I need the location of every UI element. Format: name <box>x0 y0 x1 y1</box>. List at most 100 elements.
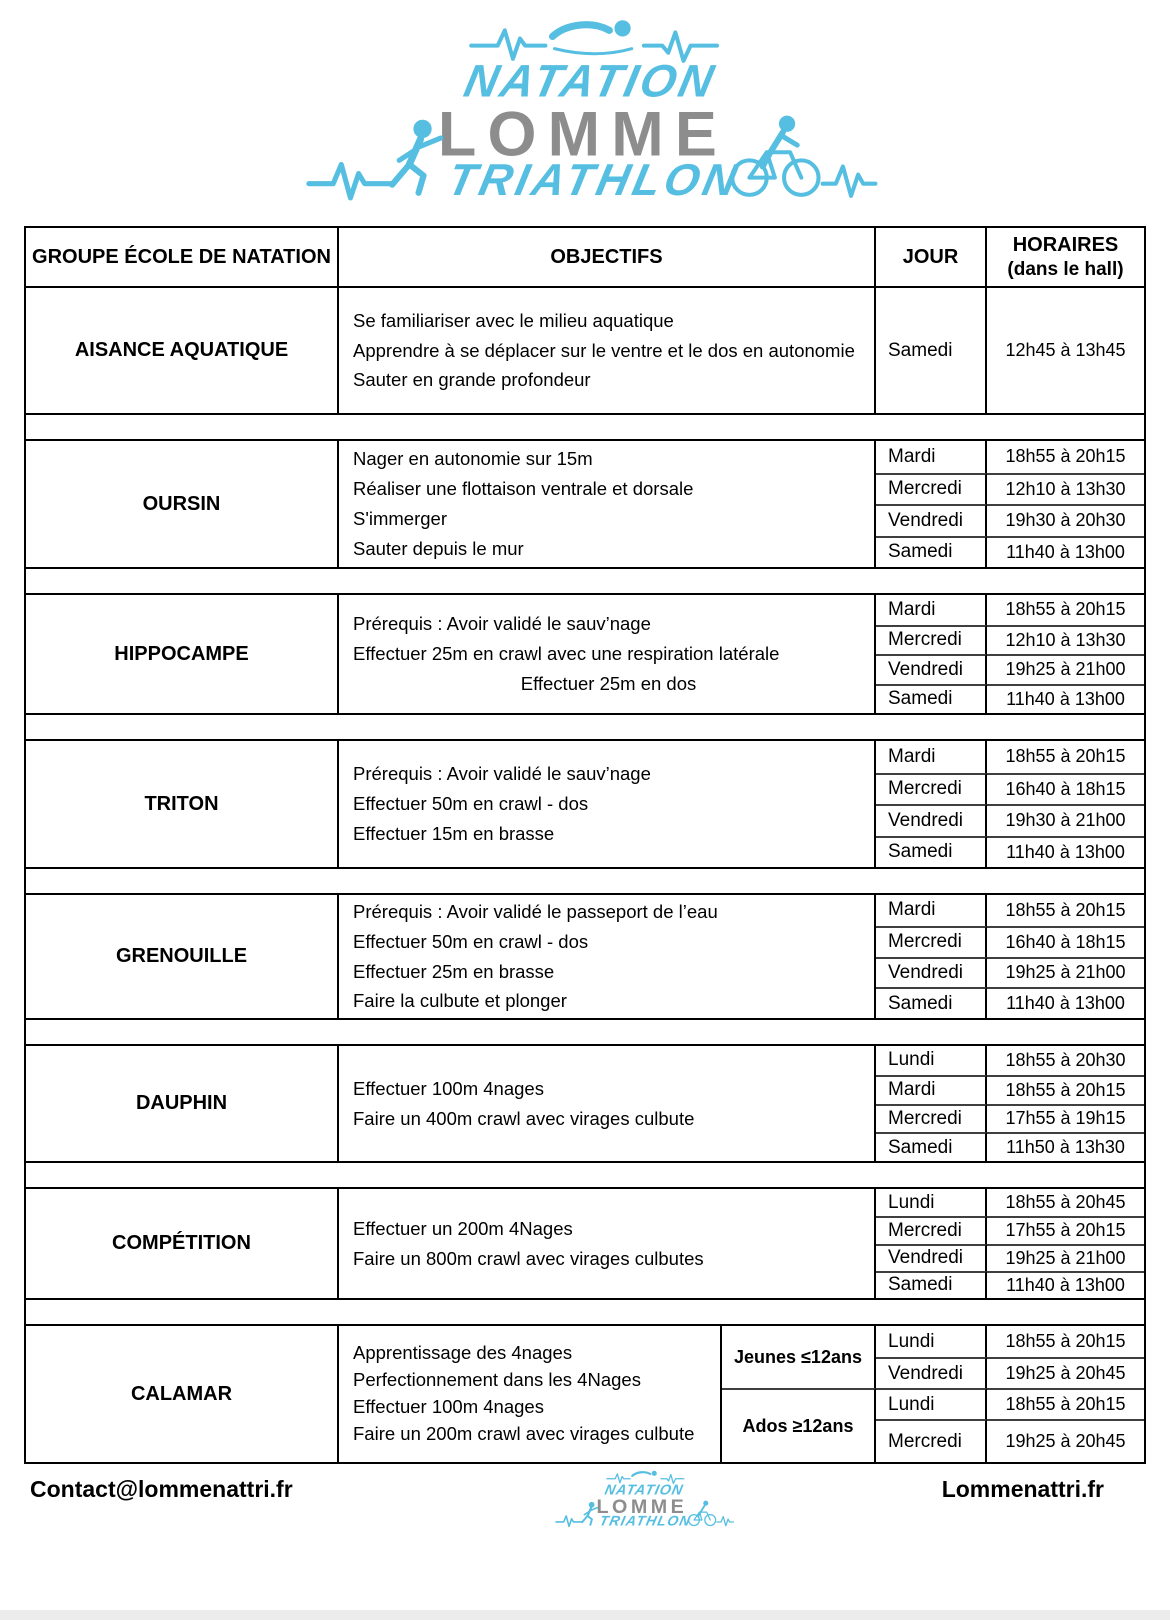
slot-day: Mercredi <box>876 624 987 654</box>
objective-line: Nager en autonomie sur 15m <box>353 448 593 470</box>
svg-text:NATATION: NATATION <box>460 55 721 106</box>
group-name: COMPÉTITION <box>26 1189 339 1298</box>
objective-line: Effectuer 100m 4nages <box>353 1396 544 1417</box>
slot-day: Samedi <box>876 1132 987 1161</box>
objective-line: Perfectionnement dans les 4Nages <box>353 1369 641 1391</box>
objective-line: Faire un 800m crawl avec virages culbute… <box>353 1247 704 1269</box>
slot-day: Mercredi <box>876 772 987 804</box>
group-objectives: Nager en autonomie sur 15m Réaliser une … <box>339 441 876 567</box>
objective-line: Effectuer 25m en dos <box>520 672 697 694</box>
contact-email[interactable]: Contact@lommenattri.fr <box>30 1476 293 1502</box>
group-name: OURSIN <box>26 441 339 567</box>
objective-line: S'immerger <box>353 508 447 529</box>
group-name: HIPPOCAMPE <box>26 595 339 713</box>
slot-day: Mercredi <box>876 925 987 957</box>
objective-line: Faire un 200m crawl avec virages culbute <box>353 1422 695 1444</box>
table-header-row: GROUPE ÉCOLE DE NATATION OBJECTIFS JOUR … <box>24 226 1146 288</box>
row-spacer <box>24 415 1146 439</box>
svg-text:LOMME: LOMME <box>596 1496 687 1518</box>
page-bottom-strip <box>0 1610 1170 1620</box>
club-logo-small-graphic: NATATION LOMME TRIATHLON <box>555 1470 735 1528</box>
age-group-jeunes: Jeunes ≤12ans <box>722 1326 876 1388</box>
objective-line: Prérequis : Avoir validé le passeport de… <box>353 900 718 922</box>
club-logo: NATATION LOMME TRIATHLON <box>0 5 1170 203</box>
slot-hours: 18h55 à 20h15 <box>1005 746 1126 767</box>
slot-day: Mercredi <box>876 472 987 504</box>
logo-word-natation: NATATION <box>603 1483 685 1499</box>
slot-hours: 17h55 à 20h15 <box>987 1216 1144 1243</box>
slot-day: Lundi <box>876 1388 987 1419</box>
slot-hours: 18h55 à 20h15 <box>1005 1331 1126 1351</box>
svg-text:TRIATHLON: TRIATHLON <box>598 1513 692 1528</box>
slot-hours: 11h40 à 13h00 <box>987 835 1144 868</box>
objective-line: Prérequis : Avoir validé le sauv’nage <box>353 763 651 785</box>
slot-hours: 16h40 à 18h15 <box>987 772 1144 805</box>
group-name: CALAMAR <box>26 1326 339 1462</box>
slot-hours: 19h25 à 20h45 <box>987 1419 1144 1462</box>
slot-day: Samedi <box>876 987 987 1018</box>
heartbeat-line <box>606 1473 685 1485</box>
slot-day: Samedi <box>876 535 987 567</box>
group-objectives: Prérequis : Avoir validé le passeport de… <box>339 895 876 1018</box>
slot-hours: 18h55 à 20h45 <box>1005 1192 1126 1213</box>
logo-word-lomme: LOMME <box>596 1496 687 1518</box>
row-spacer <box>24 1163 1146 1187</box>
group-name: TRITON <box>26 741 339 867</box>
objective-line: Sauter en grande profondeur <box>353 369 591 391</box>
slot-day: Mardi <box>876 741 987 773</box>
group-name: AISANCE AQUATIQUE <box>26 288 339 413</box>
objective-line: Faire la culbute et plonger <box>353 990 567 1012</box>
group-name: DAUPHIN <box>26 1046 339 1161</box>
group-row-grenouille: GRENOUILLE Prérequis : Avoir validé le p… <box>24 893 1146 1020</box>
objective-line: Se familiariser avec le milieu aquatique <box>353 309 674 331</box>
club-logo-graphic: NATATION LOMME TRIATHLON <box>306 20 878 203</box>
slot-day: Samedi <box>876 683 987 713</box>
slot-day: Lundi <box>876 1189 987 1217</box>
logo-word-natation: NATATION <box>460 55 721 106</box>
cyclist-icon <box>687 1500 717 1527</box>
slot-hours: 18h55 à 20h15 <box>1005 599 1126 620</box>
group-row-hippocampe: HIPPOCAMPE Prérequis : Avoir validé le s… <box>24 593 1146 715</box>
slot-day: Mardi <box>876 441 987 473</box>
slot-day: Samedi <box>876 835 987 867</box>
group-row-competition: COMPÉTITION Effectuer un 200m 4Nages Fai… <box>24 1187 1146 1300</box>
group-row-aisance-aquatique: AISANCE AQUATIQUE Se familiariser avec l… <box>24 288 1146 415</box>
slot-hours: 19h25 à 21h00 <box>987 654 1144 684</box>
logo-word-triathlon: TRIATHLON <box>443 154 745 203</box>
objective-line: Apprendre à se déplacer sur le ventre et… <box>353 339 855 361</box>
row-spacer <box>24 715 1146 739</box>
slot-day: Lundi <box>876 1326 987 1357</box>
group-objectives: Prérequis : Avoir validé le sauv’nage Ef… <box>339 595 876 713</box>
slot-day: Mardi <box>876 1074 987 1104</box>
heartbeat-line <box>469 28 720 63</box>
header-objectives: OBJECTIFS <box>339 228 876 286</box>
group-objectives: Effectuer 100m 4nages Faire un 400m craw… <box>339 1046 876 1161</box>
club-logo-small: NATATION LOMME TRIATHLON <box>550 1466 735 1533</box>
objective-line: Prérequis : Avoir validé le sauv’nage <box>353 613 651 635</box>
slot-hours: 17h55 à 19h15 <box>987 1103 1144 1133</box>
group-objectives: Prérequis : Avoir validé le sauv’nage Ef… <box>339 741 876 867</box>
group-objectives: Se familiariser avec le milieu aquatique… <box>339 288 876 413</box>
slot-day: Vendredi <box>876 1243 987 1271</box>
schedule-table: GROUPE ÉCOLE DE NATATION OBJECTIFS JOUR … <box>24 226 1146 1464</box>
slot-day: Samedi <box>876 1270 987 1298</box>
row-spacer <box>24 1300 1146 1324</box>
slot-hours: 11h40 à 13h00 <box>987 535 1144 568</box>
slot-hours: 11h40 à 13h00 <box>987 987 1144 1018</box>
objective-line: Faire un 400m crawl avec virages culbute <box>353 1107 695 1129</box>
heartbeat-line-bottom <box>555 1515 735 1528</box>
website-link[interactable]: Lommenattri.fr <box>941 1476 1104 1502</box>
slot-day: Mercredi <box>876 1216 987 1244</box>
slot-day: Vendredi <box>876 956 987 988</box>
slot-day: Mercredi <box>876 1103 987 1133</box>
objective-line: Réaliser une flottaison ventrale et dors… <box>353 478 694 500</box>
group-row-dauphin: DAUPHIN Effectuer 100m 4nages Faire un 4… <box>24 1044 1146 1163</box>
slot-hours: 12h10 à 13h30 <box>987 624 1144 655</box>
row-spacer <box>24 1020 1146 1044</box>
header-day: JOUR <box>876 228 987 286</box>
runner-icon <box>389 119 444 196</box>
group-row-oursin: OURSIN Nager en autonomie sur 15m Réalis… <box>24 439 1146 569</box>
slot-hours: 18h55 à 20h15 <box>987 1388 1144 1419</box>
cyclist-icon <box>730 115 821 197</box>
